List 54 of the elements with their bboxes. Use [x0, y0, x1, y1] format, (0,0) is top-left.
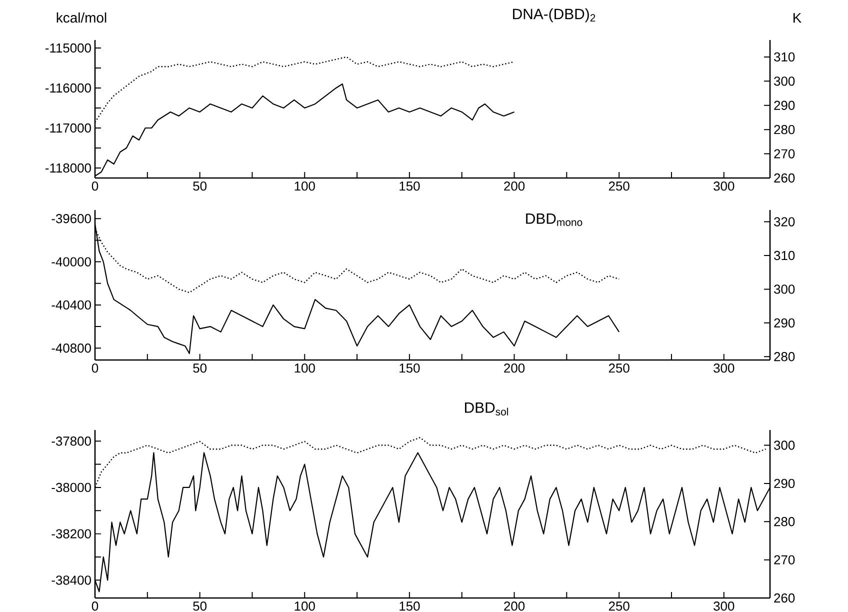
y2-tick-label: 280	[774, 517, 795, 526]
y2-tick-label: 290	[774, 100, 795, 110]
y-tick-label: -37800	[52, 436, 91, 446]
x-tick-label: 100	[294, 602, 315, 611]
x-tick-label: 300	[714, 182, 734, 191]
y2-tick-label: 270	[774, 149, 795, 158]
y2-tick-label: 300	[774, 440, 795, 450]
y2-tick-label: 290	[774, 318, 795, 328]
y-tick-label: -117000	[45, 123, 91, 133]
x-tick-label: 100	[294, 364, 315, 373]
y2-tick-label: 300	[774, 76, 795, 86]
x-tick-label: 150	[400, 364, 420, 373]
chart-title: DNA-(DBD)$_{2}$	[513, 8, 596, 22]
y2-tick-label: 310	[774, 250, 795, 260]
x-tick-label: 50	[193, 602, 207, 611]
x-tick-label: 150	[400, 182, 420, 191]
y-tick-label: -38400	[52, 576, 91, 585]
x-tick-label: 100	[294, 182, 315, 191]
y-tick-label: -40000	[52, 257, 91, 266]
y-tick-label: -115000	[45, 43, 91, 53]
y-tick-label: -40400	[52, 300, 91, 310]
x-tick-label: 50	[193, 182, 207, 191]
y-tick-label: -38200	[52, 529, 91, 538]
x-tick-label: 250	[608, 364, 630, 373]
y2-tick-label: 290	[774, 478, 795, 488]
y2-tick-label: 270	[774, 555, 795, 564]
x-tick-label: 200	[504, 364, 525, 373]
x-tick-label: 250	[608, 602, 630, 611]
x-tick-label: 300	[714, 364, 734, 373]
x-tick-label: 200	[504, 602, 525, 611]
x-tick-label: 0	[92, 182, 98, 191]
x-tick-label: 0	[92, 602, 98, 611]
chart-title: DBD$_{sol}$	[465, 402, 508, 416]
x-tick-label: 200	[504, 182, 525, 191]
y-tick-label: -38000	[52, 482, 91, 492]
y-tick-label: -40800	[52, 344, 91, 353]
chart-title: DBD$_{mono}$	[526, 213, 582, 226]
y-tick-label: -39600	[52, 214, 91, 224]
y2-tick-label: 280	[774, 352, 795, 362]
y-axis-title: kcal/mol	[56, 12, 106, 23]
y2-tick-label: 300	[774, 284, 795, 294]
y2-tick-label: 320	[774, 217, 795, 226]
x-tick-label: 250	[608, 182, 630, 191]
y2-tick-label: 260	[774, 173, 795, 183]
y-tick-label: -116000	[45, 83, 91, 93]
y2-tick-label: 310	[774, 52, 795, 62]
y-tick-label: -118000	[45, 163, 91, 173]
x-tick-label: 150	[400, 602, 420, 611]
y2-tick-label: 280	[774, 124, 795, 134]
x-tick-label: 300	[714, 602, 734, 611]
x-tick-label: 0	[92, 364, 98, 373]
y2-tick-label: 260	[774, 593, 795, 603]
x-tick-label: 50	[193, 364, 207, 373]
y2-axis-title: K	[793, 13, 802, 23]
